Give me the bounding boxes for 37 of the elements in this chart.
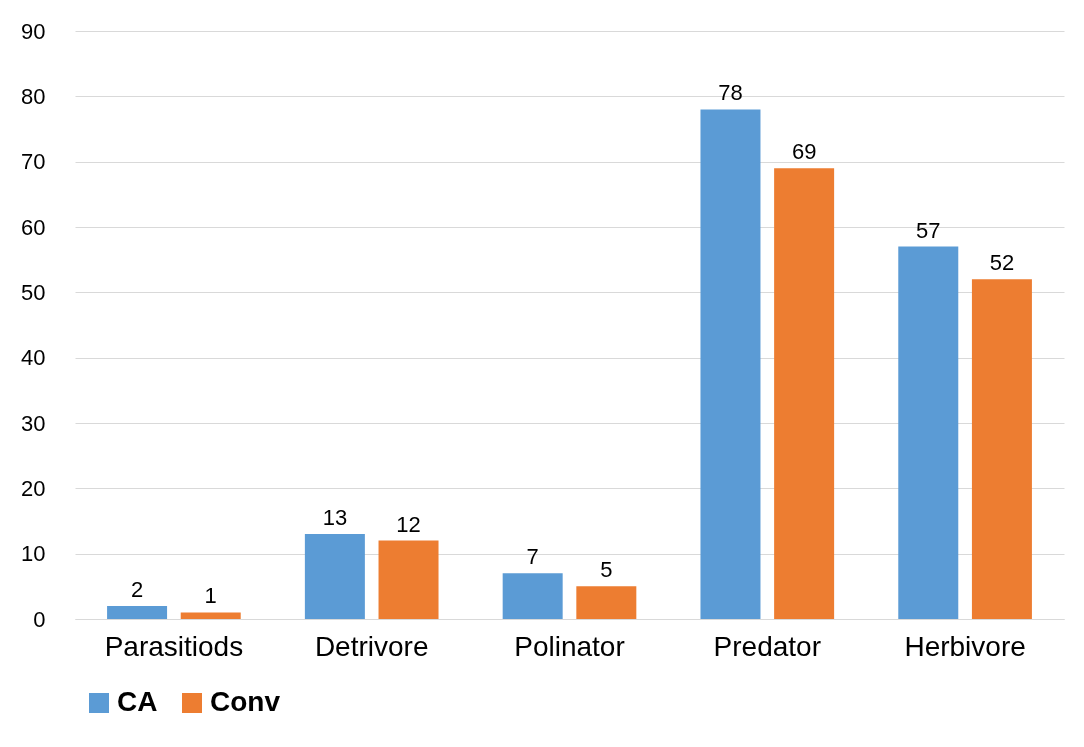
x-tick-label: Detrivore <box>314 630 429 662</box>
y-tick-label: 40 <box>21 345 46 371</box>
bar <box>107 605 168 619</box>
y-tick-label: 50 <box>21 279 46 305</box>
data-label: 52 <box>989 250 1015 276</box>
bar <box>180 612 241 619</box>
data-label: 1 <box>204 583 217 609</box>
data-label: 2 <box>130 576 144 602</box>
y-tick-label: 90 <box>21 18 46 44</box>
data-label: 57 <box>916 217 941 243</box>
bar <box>898 246 959 619</box>
data-label: 7 <box>526 544 539 570</box>
x-tick-label: Herbivore <box>904 630 1026 662</box>
y-tick-label: 10 <box>21 541 46 567</box>
data-label: 12 <box>396 511 421 537</box>
y-tick-label: 20 <box>21 475 46 501</box>
legend-label: CA <box>117 686 158 717</box>
y-tick-label: 30 <box>21 410 46 436</box>
data-label: 69 <box>791 139 817 165</box>
y-tick-label: 60 <box>21 214 46 240</box>
bar <box>700 109 761 619</box>
y-tick-label: 80 <box>21 83 46 109</box>
bar <box>576 586 637 619</box>
x-tick-label: Parasitiods <box>104 630 244 662</box>
legend-label: Conv <box>210 686 281 717</box>
x-tick-label: Predator <box>713 630 821 662</box>
bar <box>304 534 365 619</box>
data-label: 13 <box>322 505 348 531</box>
data-label: 78 <box>718 80 743 106</box>
y-tick-label: 0 <box>33 606 46 632</box>
x-tick-label: Polinator <box>514 630 625 662</box>
bar <box>378 540 439 619</box>
data-label: 5 <box>600 557 613 583</box>
bar <box>502 573 563 619</box>
bar <box>774 168 835 619</box>
y-tick-label: 70 <box>21 149 46 175</box>
bar <box>971 279 1032 619</box>
